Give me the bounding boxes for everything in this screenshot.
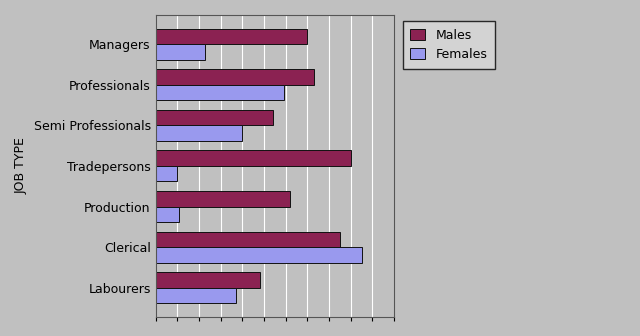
Bar <box>156 110 273 125</box>
Bar <box>156 207 179 222</box>
Bar <box>156 191 290 207</box>
Bar <box>156 272 260 288</box>
Y-axis label: JOB TYPE: JOB TYPE <box>15 137 28 194</box>
Bar <box>156 166 177 181</box>
Bar <box>156 232 340 247</box>
Bar <box>156 151 351 166</box>
Bar <box>156 85 284 100</box>
Bar <box>156 29 307 44</box>
Bar <box>156 125 243 141</box>
Bar <box>156 44 205 59</box>
Bar <box>156 288 236 303</box>
Bar <box>156 69 314 85</box>
Bar <box>156 247 362 262</box>
Legend: Males, Females: Males, Females <box>403 21 495 69</box>
